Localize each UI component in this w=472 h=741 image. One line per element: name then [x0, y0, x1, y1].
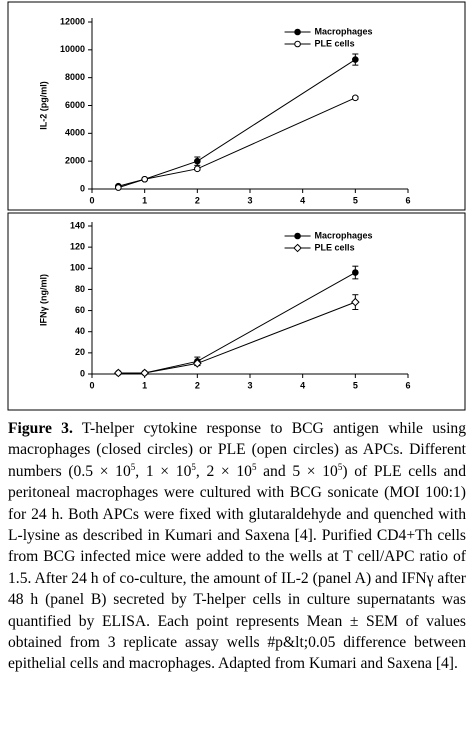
x-tick-label: 6	[405, 380, 410, 390]
x-tick-label: 6	[405, 195, 410, 205]
y-tick-label: 0	[80, 183, 85, 193]
legend-marker	[294, 40, 301, 48]
legend-marker	[293, 243, 302, 253]
marker	[115, 184, 122, 191]
x-tick-label: 4	[300, 380, 305, 390]
y-tick-label: 140	[70, 220, 85, 230]
x-tick-label: 4	[300, 195, 305, 205]
superscript: 5	[251, 461, 257, 472]
y-tick-label: 80	[75, 284, 85, 294]
series-line	[118, 97, 356, 189]
y-tick-label: 10000	[60, 44, 85, 54]
series-line	[118, 272, 356, 374]
caption: Figure 3. T-helper cytokine response to …	[8, 418, 466, 675]
marker	[352, 56, 359, 63]
series-line	[118, 59, 356, 187]
legend-label: Macrophages	[315, 26, 373, 36]
marker	[194, 157, 201, 165]
legend-label: Macrophages	[315, 230, 373, 240]
x-tick-label: 5	[353, 195, 358, 205]
superscript: 5	[130, 461, 136, 472]
x-tick-label: 2	[195, 195, 200, 205]
caption-text: ) of PLE cells and peritoneal macrophage…	[8, 462, 467, 673]
marker	[193, 359, 202, 368]
caption-text: and 5 × 10	[256, 462, 338, 480]
superscript: 5	[191, 461, 196, 472]
caption-text: , 2 × 10	[195, 462, 252, 480]
marker	[352, 269, 359, 276]
legend-label: PLE cells	[315, 242, 355, 252]
legend-marker	[294, 28, 301, 36]
x-tick-label: 5	[353, 380, 358, 390]
marker	[114, 368, 123, 378]
caption-label: Figure 3.	[8, 420, 73, 437]
y-tick-label: 12000	[60, 16, 85, 26]
x-tick-label: 0	[89, 195, 94, 205]
y-tick-label: 2000	[65, 156, 85, 166]
panel-frame	[7, 212, 466, 411]
series-line	[118, 301, 356, 374]
caption-text: , 1 × 10	[135, 462, 192, 480]
x-tick-label: 2	[195, 380, 200, 390]
marker	[194, 165, 201, 173]
y-tick-label: 4000	[65, 128, 85, 138]
x-tick-label: 0	[89, 380, 94, 390]
y-tick-label: 60	[75, 305, 85, 315]
y-tick-label: 100	[70, 263, 85, 273]
y-axis-label: IFNγ (ng/ml)	[38, 274, 48, 326]
x-tick-label: 3	[247, 195, 252, 205]
y-tick-label: 6000	[65, 100, 85, 110]
y-tick-label: 0	[80, 368, 85, 378]
y-tick-label: 120	[70, 242, 85, 252]
superscript: 5	[337, 461, 343, 472]
x-tick-label: 3	[247, 380, 252, 390]
marker	[352, 94, 359, 102]
y-axis-label: IL-2 (pg/ml)	[38, 81, 48, 130]
marker	[140, 368, 149, 378]
x-tick-label: 1	[142, 380, 147, 390]
x-tick-label: 1	[142, 195, 147, 205]
panel-frame	[7, 1, 466, 211]
marker	[351, 297, 360, 307]
marker	[141, 175, 148, 183]
legend-marker	[294, 232, 301, 240]
caption-text: T-helper cytokine response to BCG antige…	[8, 420, 467, 480]
y-tick-label: 8000	[65, 72, 85, 82]
y-tick-label: 20	[75, 347, 85, 357]
y-tick-label: 40	[75, 326, 85, 336]
legend-label: PLE cells	[315, 38, 355, 48]
